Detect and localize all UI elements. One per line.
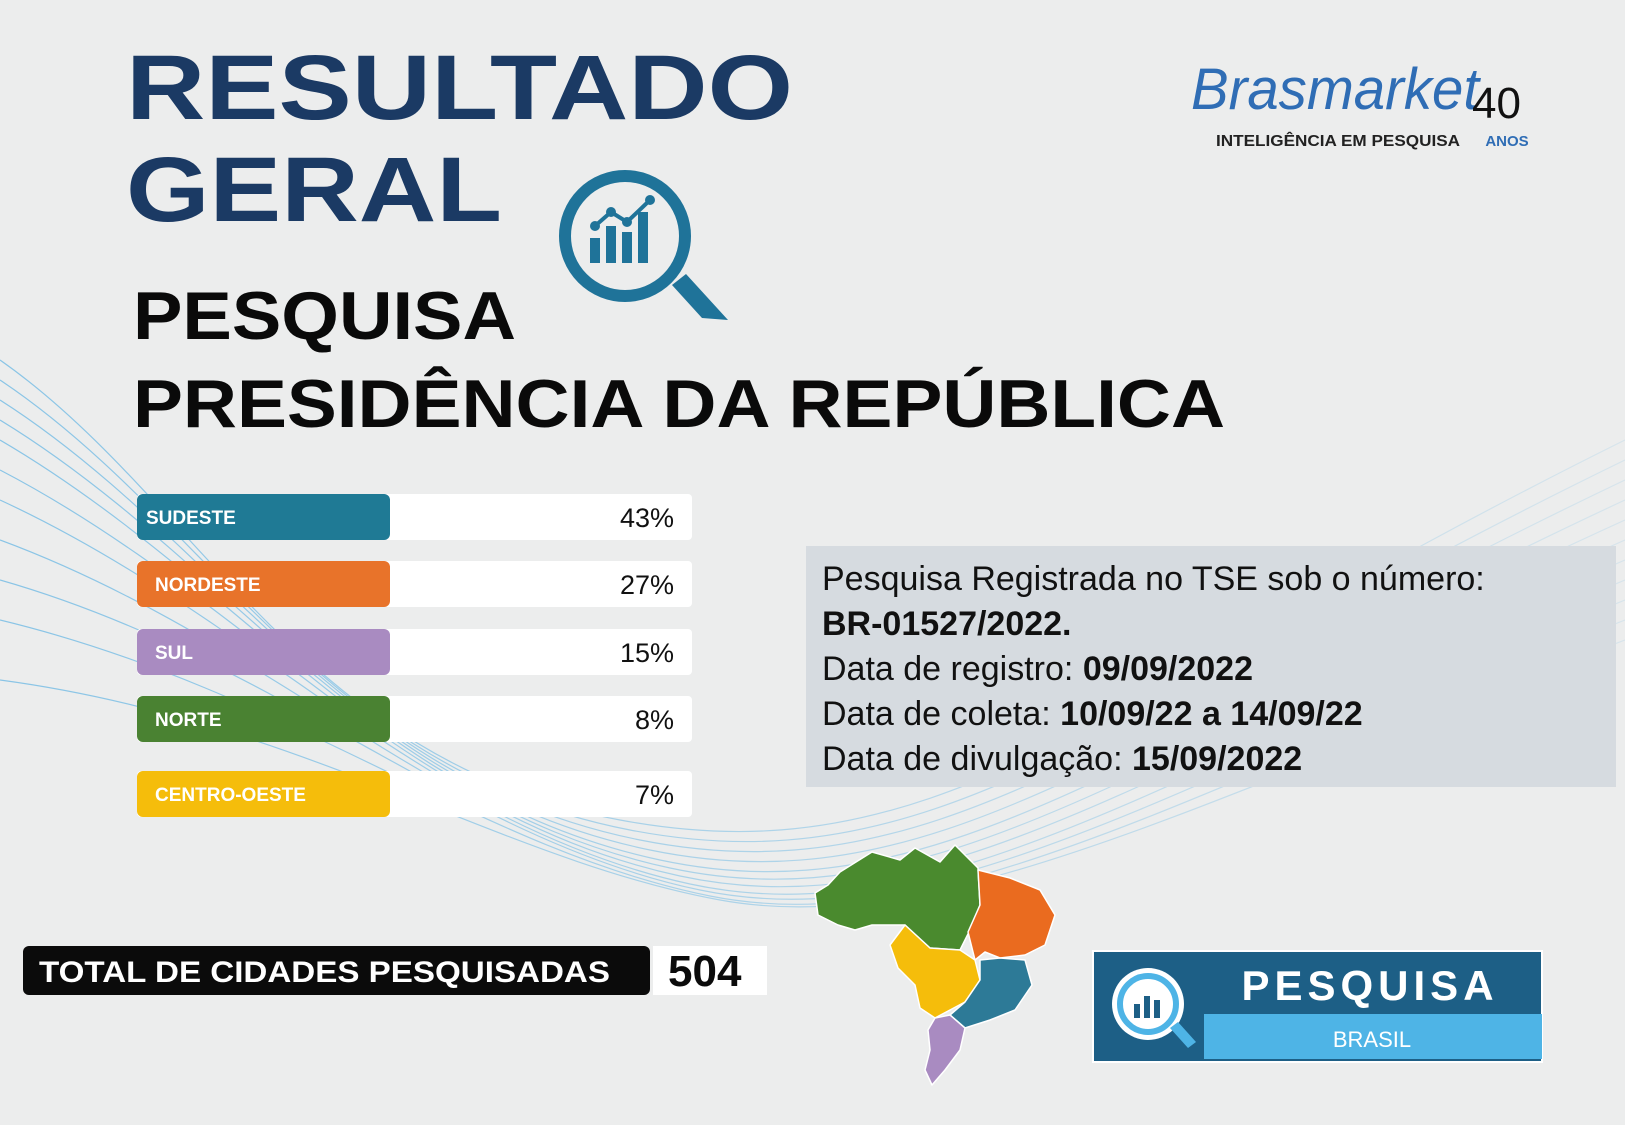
region-value: 15% (620, 638, 674, 668)
badge-subtitle: BRASIL (1333, 1027, 1411, 1052)
magnifier-icon (559, 170, 728, 320)
logo-years-label: ANOS (1485, 133, 1528, 150)
badge: PESQUISA BRASIL (1092, 950, 1543, 1063)
region-label-box (137, 696, 390, 742)
total-label: TOTAL DE CIDADES PESQUISADAS (39, 956, 610, 989)
region-value: 27% (620, 570, 674, 600)
region-label-box (137, 561, 390, 607)
region-value: 7% (635, 780, 674, 810)
info-value: 09/09/2022 (1083, 650, 1253, 688)
total-value: 504 (668, 947, 742, 996)
logo-brand: Brasmarket (1191, 57, 1482, 122)
info-line: Data de registro: 09/09/2022 (822, 650, 1253, 688)
info-value: 15/09/2022 (1132, 740, 1302, 778)
info-line: BR-01527/2022. (822, 605, 1072, 643)
region-label-box (137, 494, 390, 540)
info-box (806, 546, 1616, 787)
info-line: Data de divulgação: 15/09/2022 (822, 740, 1302, 778)
total-value-box (653, 946, 767, 995)
info-label: Data de registro: (822, 650, 1073, 688)
logo-tagline: INTELIGÊNCIA EM PESQUISA (1216, 131, 1460, 150)
info-text: Pesquisa Registrada no TSE sob o número:… (822, 560, 1485, 778)
info-label: Data de divulgação: (822, 740, 1123, 778)
info-line: Pesquisa Registrada no TSE sob o número: (822, 560, 1485, 598)
region-name: CENTRO-OESTE (155, 785, 306, 806)
region-label-box (137, 629, 390, 675)
region-name: NORTE (155, 710, 222, 731)
region-name: SUL (155, 643, 193, 664)
region-value: 43% (620, 503, 674, 533)
info-line: Data de coleta: 10/09/22 a 14/09/22 (822, 695, 1363, 733)
title-line: GERAL (126, 139, 502, 241)
region-name: NORDESTE (155, 575, 261, 596)
total-label-box (23, 946, 650, 995)
region-name: SUDESTE (146, 508, 236, 529)
region-label-box (137, 771, 390, 817)
info-label: Data de coleta: (822, 695, 1051, 733)
subtitle-line: PESQUISA (133, 278, 516, 354)
logo-years: 40 (1472, 79, 1521, 128)
badge-title: PESQUISA (1241, 962, 1498, 1009)
subtitle-line: PRESIDÊNCIA DA REPÚBLICA (133, 365, 1225, 442)
info-value: 10/09/22 a 14/09/22 (1060, 695, 1363, 733)
region-list: SUDESTE 43% NORDESTE 27% SUL 15% NORTE 8% CENTRO… (137, 494, 692, 817)
title-line: RESULTADO (126, 37, 793, 139)
region-value: 8% (635, 705, 674, 735)
brazil-map (814, 844, 1056, 1086)
